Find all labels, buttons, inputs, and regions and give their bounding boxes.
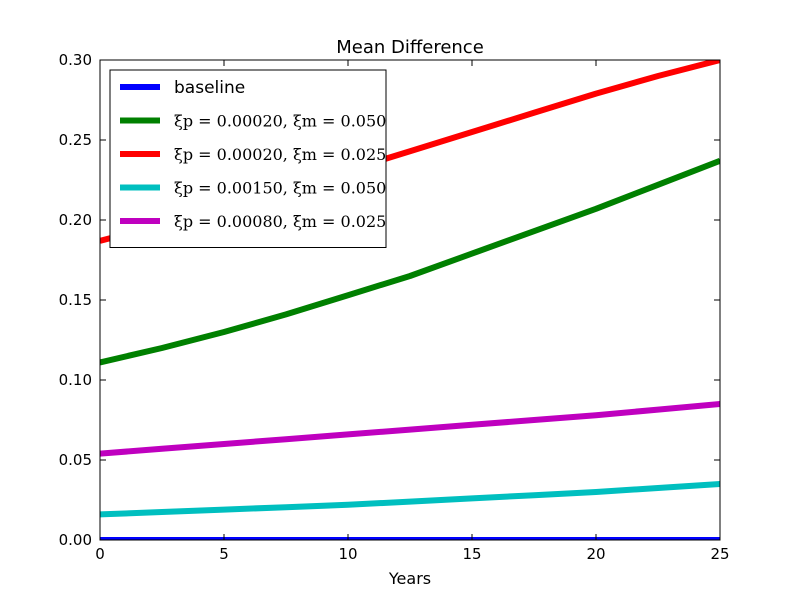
x-tick-label: 10: [338, 545, 357, 563]
x-tick-label: 5: [219, 545, 229, 563]
legend-label-0: baseline: [174, 78, 245, 98]
y-tick-label: 0.30: [59, 51, 92, 69]
legend-label-4: ξp = 0.00080, ξm = 0.025: [174, 212, 386, 231]
legend-label-3: ξp = 0.00150, ξm = 0.050: [174, 179, 386, 198]
y-tick-label: 0.00: [59, 531, 92, 549]
series-line-1: [100, 158, 720, 366]
x-tick-label: 25: [710, 545, 729, 563]
y-tick-label: 0.20: [59, 211, 92, 229]
series-line-4: [100, 401, 720, 457]
x-tick-label: 20: [586, 545, 605, 563]
y-tick-label: 0.15: [59, 291, 92, 309]
ticks-layer: 0 5 10 15 20 25 0.00 0.05 0.10 0.15 0.20 0.25 0.30: [59, 51, 730, 563]
y-tick-label: 0.10: [59, 371, 92, 389]
x-axis-title: Years: [388, 569, 431, 588]
y-tick-label: 0.25: [59, 131, 92, 149]
x-tick-label: 0: [95, 545, 105, 563]
legend-label-1: ξp = 0.00020, ξm = 0.050: [174, 112, 386, 131]
legend-box: [109, 69, 387, 248]
legend: baseline ξp = 0.00020, ξm = 0.050 ξp = 0.0…: [109, 69, 387, 248]
series-line-3: [100, 481, 720, 518]
y-tick-label: 0.05: [59, 451, 92, 469]
legend-label-2: ξp = 0.00020, ξm = 0.025: [174, 145, 386, 164]
x-tick-label: 15: [462, 545, 481, 563]
plot-frame: [99, 59, 721, 541]
chart-title: Mean Difference: [336, 37, 484, 58]
